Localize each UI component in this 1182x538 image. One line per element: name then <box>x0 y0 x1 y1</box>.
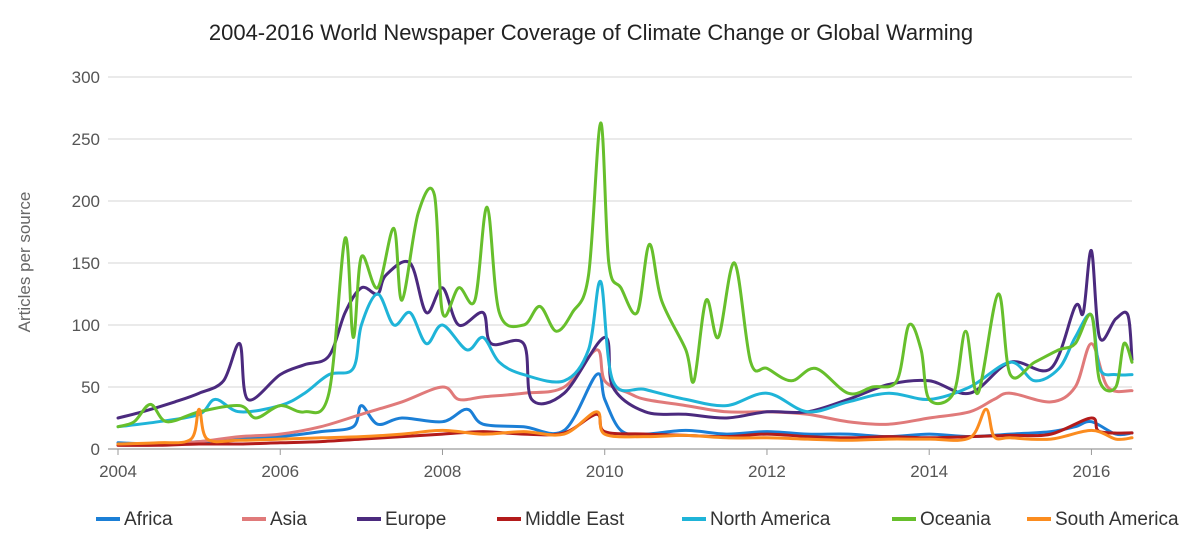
series-line-europe <box>116 249 1134 420</box>
series-lines <box>116 121 1134 447</box>
y-tick-label: 200 <box>72 192 100 211</box>
legend-label: Africa <box>124 509 173 530</box>
legend-label: South America <box>1055 509 1179 530</box>
y-tick-label: 0 <box>91 440 100 459</box>
series-line-middle-east <box>116 412 1134 447</box>
y-axis-ticks: 0 50 100 150 200 250 300 <box>72 68 100 459</box>
series-line-asia <box>116 342 1134 447</box>
legend-item-europe: Europe <box>357 509 446 530</box>
legend-label: Middle East <box>525 509 625 530</box>
y-tick-label: 100 <box>72 316 100 335</box>
grid-lines <box>108 76 1132 450</box>
x-tick-label: 2008 <box>424 462 462 481</box>
legend-item-south-america: South America <box>1027 509 1179 530</box>
series-line-oceania <box>116 121 1134 429</box>
legend-label: Asia <box>270 509 307 530</box>
legend-item-oceania: Oceania <box>892 509 991 530</box>
y-axis-label: Articles per source <box>15 192 34 333</box>
x-tick-label: 2016 <box>1073 462 1111 481</box>
legend-item-middle-east: Middle East <box>497 509 625 530</box>
series-line-south-america <box>116 407 1134 446</box>
legend: Africa Asia Europe Middle East North America… <box>96 509 1179 530</box>
y-tick-label: 150 <box>72 254 100 273</box>
x-axis-ticks: 2004 2006 2008 2010 2012 2014 2016 <box>99 449 1110 481</box>
y-tick-label: 300 <box>72 68 100 87</box>
legend-item-africa: Africa <box>96 509 173 530</box>
x-tick-label: 2004 <box>99 462 137 481</box>
legend-label: North America <box>710 509 831 530</box>
series-line-north-america <box>116 280 1134 429</box>
legend-item-asia: Asia <box>242 509 307 530</box>
x-tick-label: 2012 <box>748 462 786 481</box>
chart-title: 2004-2016 World Newspaper Coverage of Cl… <box>209 20 973 45</box>
x-tick-label: 2010 <box>586 462 624 481</box>
x-tick-label: 2014 <box>910 462 948 481</box>
y-tick-label: 50 <box>81 378 100 397</box>
y-tick-label: 250 <box>72 130 100 149</box>
legend-item-north-america: North America <box>682 509 831 530</box>
legend-label: Europe <box>385 509 446 530</box>
legend-label: Oceania <box>920 509 991 530</box>
x-tick-label: 2006 <box>261 462 299 481</box>
